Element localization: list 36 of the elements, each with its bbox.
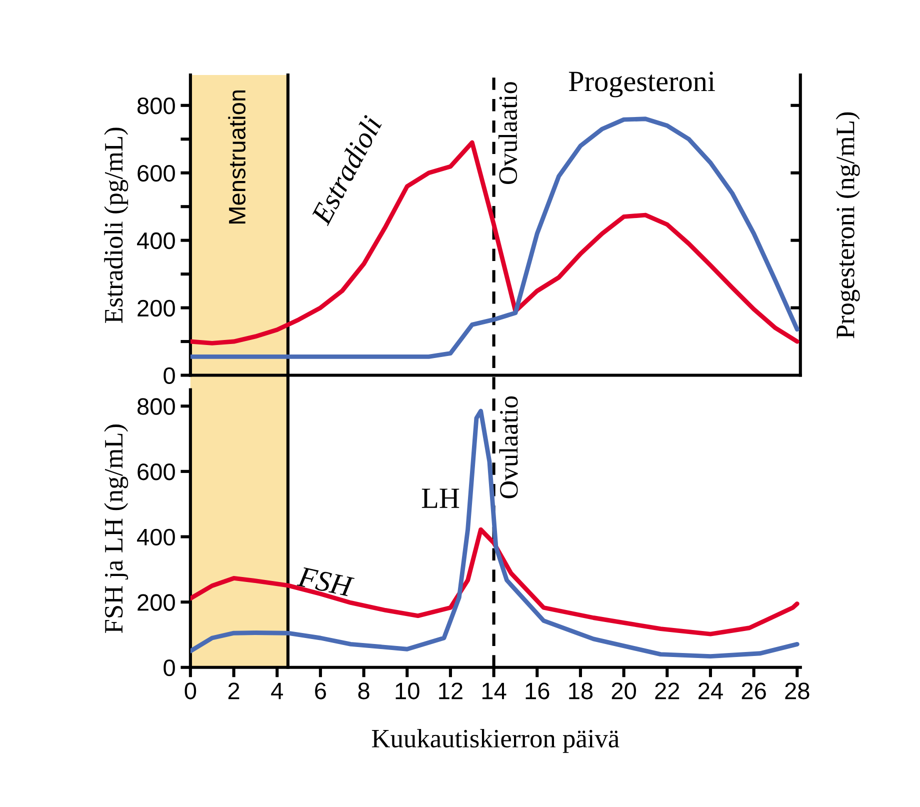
y-tick-label: 0 [164, 659, 175, 676]
x-tick-label: 18 [569, 682, 593, 700]
x-tick-label: 6 [315, 682, 326, 700]
text: FSH [296, 566, 355, 598]
y-tick-label: 600 [138, 464, 175, 480]
x-tick-label: 4 [271, 682, 283, 700]
series-label: LH [422, 488, 460, 508]
x-tick-label: 26 [742, 682, 766, 700]
x-axis-title: Kuukautiskierron päivä [372, 728, 620, 753]
y-tick-label: 200 [138, 300, 175, 317]
x-tick-label: 12 [439, 682, 462, 700]
y-tick-label: 0 [164, 367, 175, 384]
x-tick-label: 24 [698, 682, 723, 700]
x-tick-label: 22 [655, 682, 680, 700]
ref-line-label: Ovulaatio [499, 396, 518, 498]
y-tick-label: 800 [137, 97, 175, 114]
series-label: Progesteroni [568, 72, 715, 98]
x-tick-label: 10 [396, 682, 420, 700]
y-tick-label: 400 [137, 528, 175, 546]
x-tick-label: 14 [482, 682, 506, 700]
y-tick-label: 800 [137, 398, 175, 415]
x-tick-label: 28 [785, 682, 810, 700]
y-axis-title: Estradioli (pg/mL) [104, 128, 128, 323]
band-label: Menstruation [228, 90, 246, 224]
annotation: Ovulaatio [498, 82, 518, 184]
y-tick-label: 200 [138, 594, 175, 611]
x-tick-label: 0 [184, 682, 196, 700]
x-tick-label: 2 [228, 682, 240, 700]
y-tick-label: 400 [137, 232, 175, 250]
y-tick-label: 600 [138, 164, 175, 182]
line-series [190, 527, 800, 636]
x-tick-label: 8 [358, 682, 370, 700]
x-tick-label: 16 [526, 682, 550, 700]
y2-axis-title: Progesteroni (ng/mL) [836, 112, 860, 338]
x-tick-label: 20 [612, 682, 636, 700]
y-axis-title: FSH ja LH (ng/mL) [104, 424, 128, 634]
